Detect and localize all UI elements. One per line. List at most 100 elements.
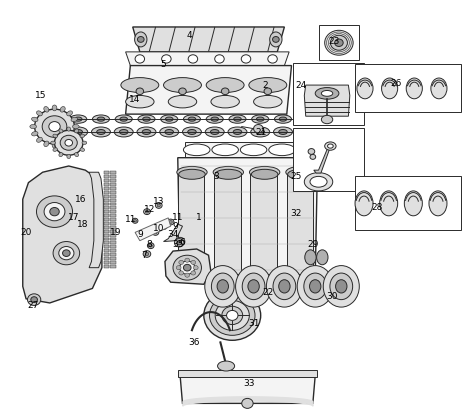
Ellipse shape — [305, 250, 316, 265]
Ellipse shape — [135, 32, 147, 47]
Ellipse shape — [279, 129, 287, 134]
Ellipse shape — [211, 95, 239, 108]
Circle shape — [167, 219, 174, 225]
Ellipse shape — [119, 129, 128, 134]
Bar — [104, 183, 109, 186]
Circle shape — [135, 55, 145, 63]
Circle shape — [215, 300, 249, 330]
Bar — [104, 257, 109, 260]
Ellipse shape — [67, 154, 71, 159]
Bar — [110, 257, 116, 260]
Ellipse shape — [205, 266, 241, 307]
Text: 11: 11 — [125, 215, 136, 225]
Text: 25: 25 — [291, 172, 302, 181]
Ellipse shape — [330, 273, 353, 300]
Polygon shape — [185, 142, 294, 158]
Ellipse shape — [336, 280, 347, 293]
Ellipse shape — [142, 129, 151, 134]
Text: 18: 18 — [77, 220, 89, 229]
Ellipse shape — [138, 115, 155, 123]
Polygon shape — [178, 158, 318, 278]
Ellipse shape — [269, 144, 295, 156]
Circle shape — [308, 149, 315, 154]
Ellipse shape — [217, 280, 228, 293]
Ellipse shape — [254, 95, 282, 108]
Bar — [104, 203, 109, 205]
Bar — [110, 203, 116, 205]
Ellipse shape — [126, 95, 154, 108]
Circle shape — [31, 297, 37, 303]
Ellipse shape — [160, 127, 179, 137]
Bar — [104, 253, 109, 256]
Ellipse shape — [233, 129, 242, 134]
Ellipse shape — [52, 142, 57, 148]
Text: 13: 13 — [153, 197, 164, 206]
Polygon shape — [164, 224, 182, 242]
Ellipse shape — [279, 280, 290, 293]
Bar — [110, 206, 116, 209]
Ellipse shape — [206, 115, 223, 123]
Ellipse shape — [80, 148, 84, 151]
Ellipse shape — [183, 144, 210, 156]
Ellipse shape — [143, 117, 150, 121]
Text: 7: 7 — [142, 251, 147, 260]
Ellipse shape — [249, 166, 280, 178]
Ellipse shape — [74, 129, 82, 134]
Ellipse shape — [323, 266, 359, 307]
Bar — [104, 195, 109, 198]
Bar — [110, 234, 116, 237]
Circle shape — [60, 135, 77, 150]
Ellipse shape — [286, 166, 316, 178]
Bar — [110, 171, 116, 174]
Circle shape — [173, 255, 201, 280]
Text: 9: 9 — [137, 230, 143, 239]
Ellipse shape — [53, 148, 57, 151]
Ellipse shape — [92, 115, 109, 123]
Text: 36: 36 — [189, 338, 200, 347]
Ellipse shape — [71, 117, 77, 122]
Circle shape — [65, 139, 73, 146]
Ellipse shape — [266, 266, 302, 307]
Polygon shape — [126, 52, 289, 66]
Ellipse shape — [120, 117, 128, 121]
Circle shape — [174, 239, 184, 247]
Bar — [110, 222, 116, 225]
Ellipse shape — [321, 115, 333, 124]
Ellipse shape — [44, 107, 49, 112]
Ellipse shape — [67, 111, 73, 116]
Bar — [104, 226, 109, 229]
Circle shape — [268, 55, 277, 63]
Bar — [104, 249, 109, 252]
Circle shape — [241, 55, 251, 63]
Text: 28: 28 — [371, 203, 383, 212]
Circle shape — [143, 251, 151, 257]
Bar — [110, 179, 116, 182]
Circle shape — [335, 39, 343, 46]
Circle shape — [254, 124, 263, 133]
Circle shape — [330, 35, 347, 50]
Bar — [110, 237, 116, 240]
Ellipse shape — [218, 361, 235, 371]
Bar — [287, 174, 313, 274]
Text: 29: 29 — [307, 240, 319, 249]
Text: 23: 23 — [328, 37, 340, 46]
Ellipse shape — [91, 127, 110, 137]
Bar — [110, 210, 116, 213]
Text: 9: 9 — [173, 222, 178, 231]
Ellipse shape — [73, 124, 79, 129]
Ellipse shape — [165, 129, 173, 134]
Ellipse shape — [288, 169, 314, 179]
Ellipse shape — [321, 90, 333, 96]
Ellipse shape — [251, 127, 270, 137]
Ellipse shape — [357, 78, 373, 99]
Ellipse shape — [252, 115, 269, 123]
Circle shape — [178, 239, 182, 244]
Ellipse shape — [80, 134, 84, 138]
Text: 3: 3 — [213, 172, 219, 181]
Ellipse shape — [51, 141, 55, 144]
Polygon shape — [206, 274, 353, 299]
Circle shape — [242, 398, 253, 408]
Circle shape — [215, 55, 224, 63]
Bar — [293, 63, 364, 124]
Ellipse shape — [114, 127, 133, 137]
